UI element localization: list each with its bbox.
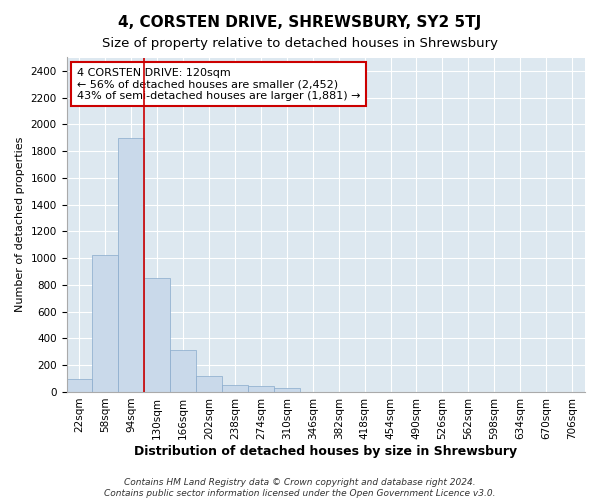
Bar xyxy=(144,278,170,392)
Bar xyxy=(196,376,222,392)
Y-axis label: Number of detached properties: Number of detached properties xyxy=(15,137,25,312)
Bar xyxy=(274,388,300,392)
Text: Size of property relative to detached houses in Shrewsbury: Size of property relative to detached ho… xyxy=(102,38,498,51)
Bar xyxy=(248,386,274,392)
Bar xyxy=(170,350,196,392)
Bar xyxy=(92,256,118,392)
X-axis label: Distribution of detached houses by size in Shrewsbury: Distribution of detached houses by size … xyxy=(134,444,517,458)
Text: 4 CORSTEN DRIVE: 120sqm
← 56% of detached houses are smaller (2,452)
43% of semi: 4 CORSTEN DRIVE: 120sqm ← 56% of detache… xyxy=(77,68,361,100)
Bar xyxy=(118,138,144,392)
Text: Contains HM Land Registry data © Crown copyright and database right 2024.
Contai: Contains HM Land Registry data © Crown c… xyxy=(104,478,496,498)
Bar xyxy=(67,379,92,392)
Text: 4, CORSTEN DRIVE, SHREWSBURY, SY2 5TJ: 4, CORSTEN DRIVE, SHREWSBURY, SY2 5TJ xyxy=(118,15,482,30)
Bar xyxy=(222,384,248,392)
